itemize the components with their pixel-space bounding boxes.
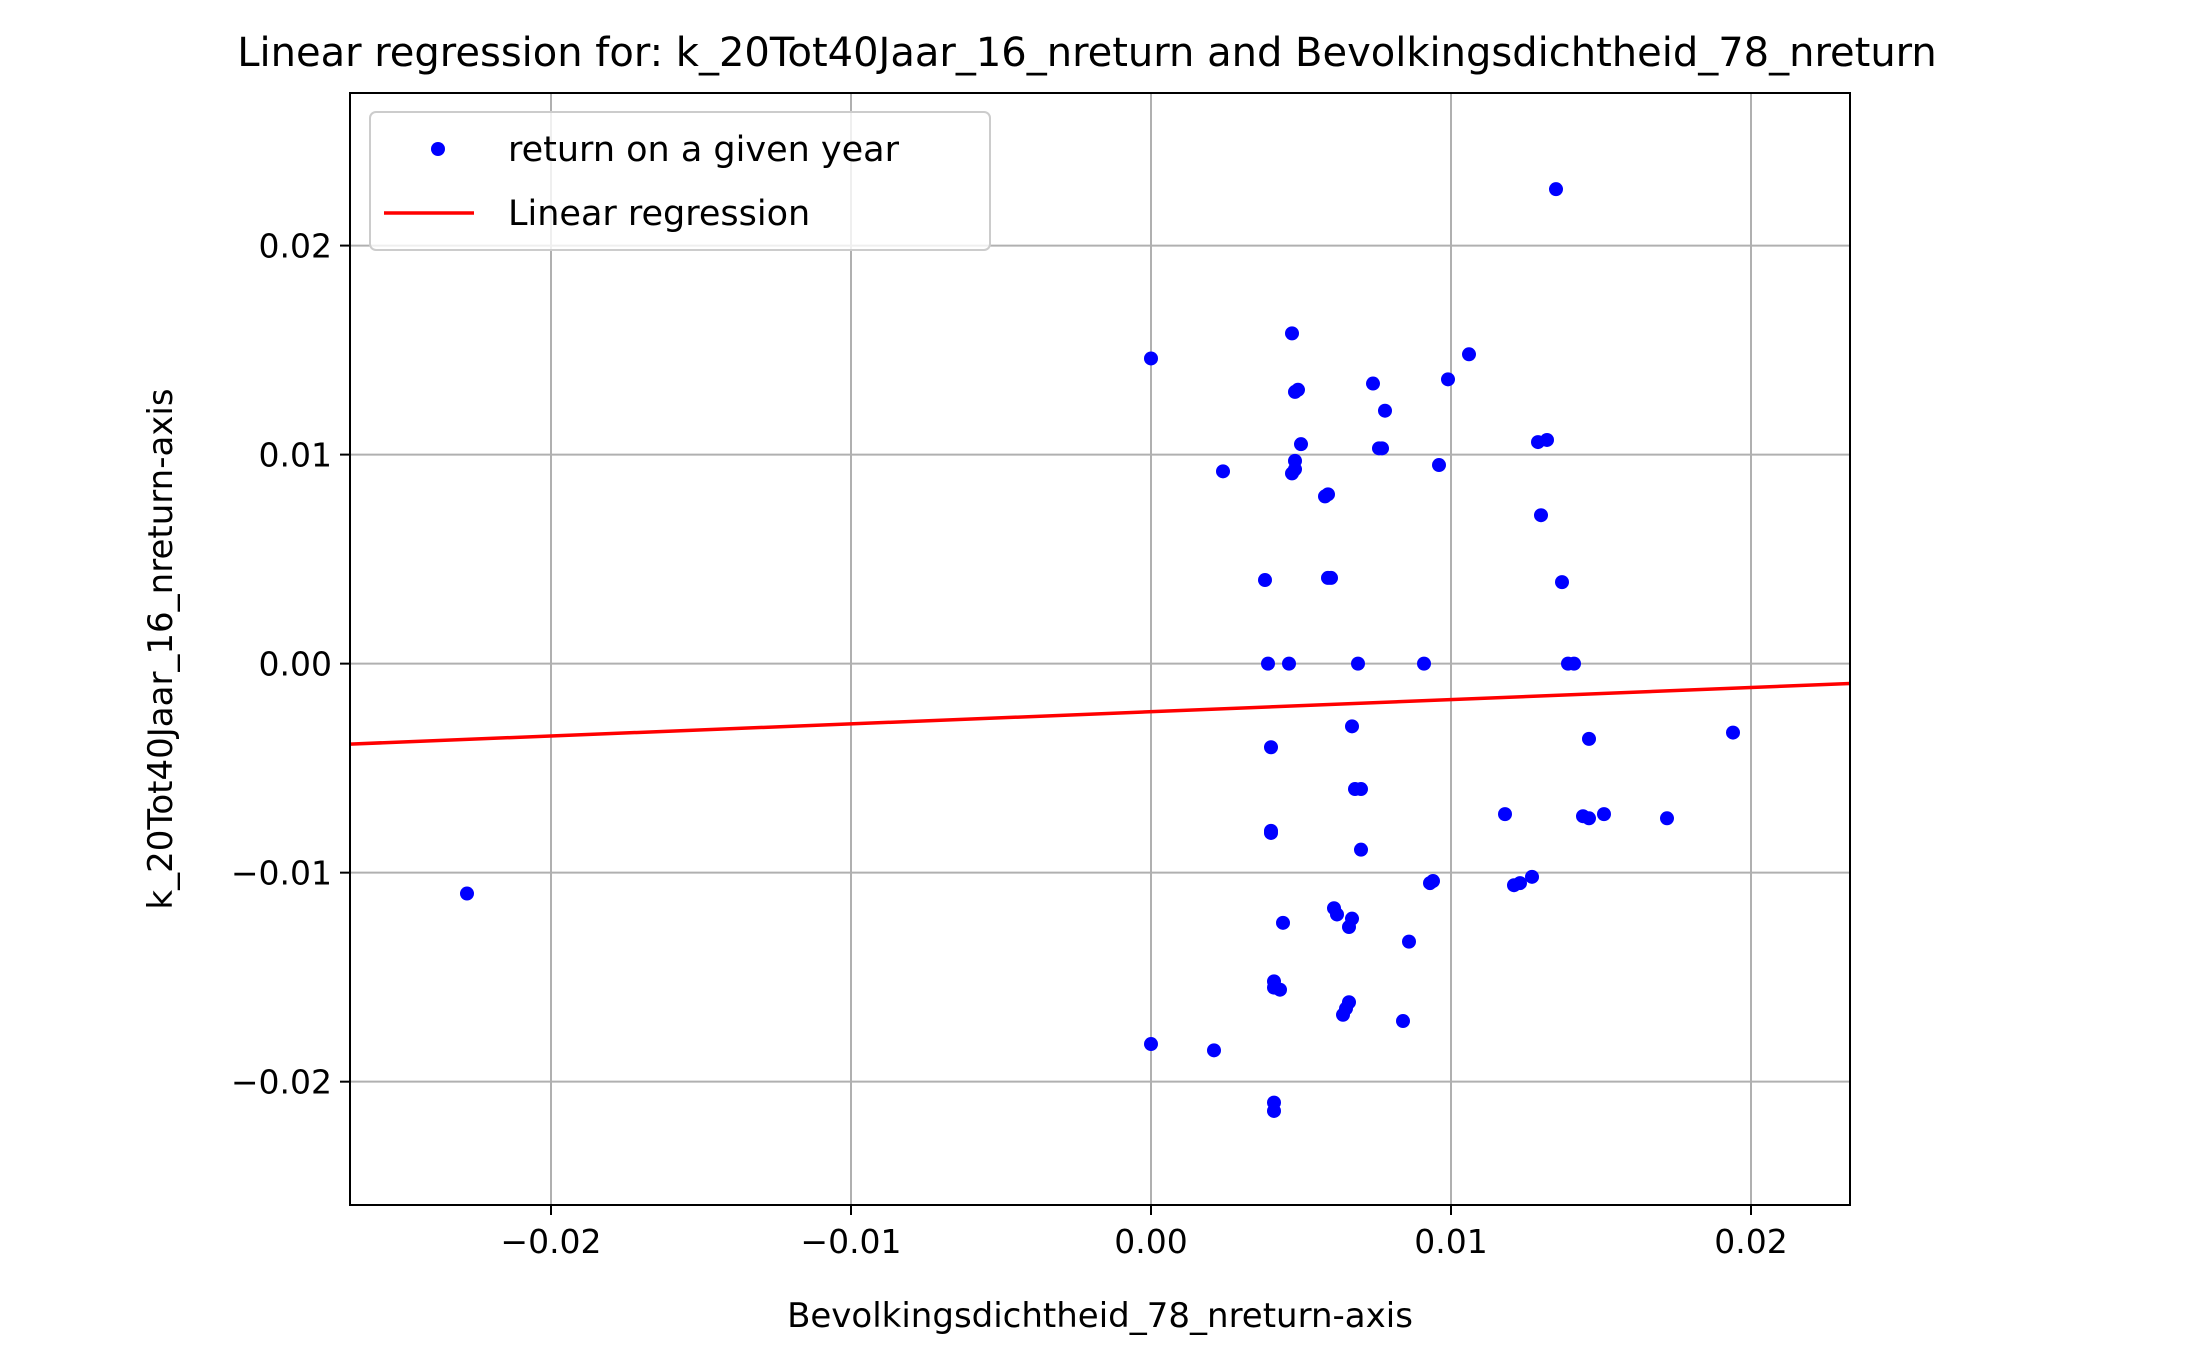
- scatter-point: [1726, 725, 1740, 740]
- x-tick-label: −0.01: [800, 1222, 901, 1261]
- scatter-point: [1366, 376, 1380, 391]
- legend-marker-scatter: [431, 142, 445, 156]
- x-tick-label: 0.01: [1414, 1222, 1487, 1261]
- scatter-point: [460, 886, 474, 901]
- scatter-point: [1378, 403, 1392, 418]
- scatter-point: [1264, 740, 1278, 755]
- scatter-point: [1375, 441, 1389, 456]
- scatter-point: [1324, 570, 1338, 585]
- scatter-point: [1261, 656, 1275, 671]
- scatter-point: [1525, 869, 1539, 884]
- scatter-point: [1417, 656, 1431, 671]
- scatter-point: [1555, 575, 1569, 590]
- chart-title: Linear regression for: k_20Tot40Jaar_16_…: [237, 30, 1937, 76]
- legend-box: [369, 111, 991, 251]
- scatter-point: [1342, 995, 1356, 1010]
- scatter-point: [1345, 719, 1359, 734]
- legend-label-line: Linear regression: [508, 194, 810, 234]
- scatter-point: [1498, 807, 1512, 822]
- scatter-point: [1462, 347, 1476, 362]
- scatter-point: [1267, 1103, 1281, 1118]
- scatter-point: [1345, 911, 1359, 926]
- y-axis-label: k_20Tot40Jaar_16_nreturn-axis: [141, 388, 181, 909]
- scatter-point: [1432, 458, 1446, 473]
- scatter-point: [1567, 656, 1581, 671]
- x-axis-ticks: −0.02 −0.01 0.00 0.01 0.02: [500, 1205, 1788, 1261]
- scatter-point: [1144, 1037, 1158, 1052]
- scatter-point: [1216, 464, 1230, 479]
- y-tick-label: −0.02: [231, 1063, 332, 1102]
- scatter-point: [1354, 782, 1368, 797]
- scatter-point: [1288, 453, 1302, 468]
- plot-area: [349, 182, 1851, 1118]
- scatter-point: [1396, 1014, 1410, 1029]
- scatter-point: [1441, 372, 1455, 387]
- scatter-point: [1597, 807, 1611, 822]
- scatter-point: [1330, 907, 1344, 922]
- y-axis-ticks: −0.02 −0.01 0.00 0.01 0.02: [231, 227, 350, 1102]
- x-tick-label: −0.02: [500, 1222, 601, 1261]
- scatter-point: [1402, 934, 1416, 949]
- scatter-point: [1582, 731, 1596, 746]
- scatter-point: [1285, 326, 1299, 341]
- scatter-point: [1351, 656, 1365, 671]
- legend-label-scatter: return on a given year: [508, 130, 900, 170]
- x-tick-label: 0.02: [1714, 1222, 1787, 1261]
- x-tick-label: 0.00: [1114, 1222, 1187, 1261]
- scatter-point: [1549, 182, 1563, 197]
- scatter-point: [1276, 915, 1290, 930]
- plot-frame: [349, 92, 1851, 1206]
- y-tick-label: −0.01: [231, 854, 332, 893]
- y-tick-label: 0.02: [259, 227, 332, 266]
- scatter-point: [1582, 811, 1596, 826]
- scatter-point: [1321, 487, 1335, 502]
- scatter-point: [1207, 1043, 1221, 1058]
- scatter-point: [1264, 825, 1278, 840]
- x-axis-label: Bevolkingsdichtheid_78_nreturn-axis: [787, 1296, 1413, 1336]
- grid: [350, 93, 1850, 1205]
- scatter-point: [1282, 656, 1296, 671]
- regression-line: [349, 681, 1851, 746]
- scatter-point: [1513, 876, 1527, 891]
- scatter-point: [1660, 811, 1674, 826]
- y-tick-label: 0.00: [259, 645, 332, 684]
- scatter-point: [1426, 874, 1440, 889]
- scatter-point: [1291, 382, 1305, 397]
- scatter-point: [1534, 508, 1548, 523]
- scatter-point: [1144, 351, 1158, 366]
- scatter-point: [1540, 432, 1554, 447]
- scatter-point: [1273, 982, 1287, 997]
- y-tick-label: 0.01: [259, 436, 332, 475]
- scatter-point: [1354, 842, 1368, 857]
- scatter-point: [1258, 573, 1272, 588]
- legend: return on a given year Linear regression: [369, 111, 991, 251]
- scatter-point: [1294, 437, 1308, 452]
